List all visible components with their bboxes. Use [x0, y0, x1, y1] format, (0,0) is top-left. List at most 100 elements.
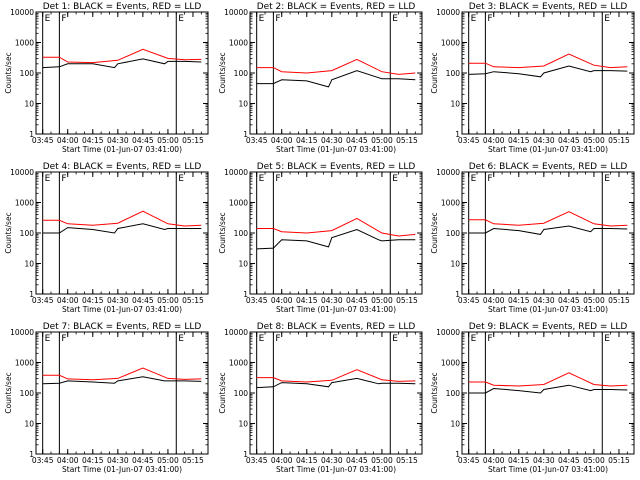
- x-tick-label: 05:00: [371, 456, 393, 465]
- y-tick-label: 10000: [436, 328, 460, 337]
- time-marker-label: E: [259, 14, 265, 24]
- x-tick-label: 04:15: [82, 296, 104, 305]
- y-axis-label: Counts/sec: [4, 52, 13, 93]
- y-axis-label: Counts/sec: [218, 372, 227, 413]
- x-tick-label: 04:30: [107, 296, 129, 305]
- x-tick-label: 04:15: [508, 296, 530, 305]
- y-tick-label: 10: [450, 100, 460, 109]
- x-tick-label: 04:45: [558, 456, 580, 465]
- x-tick-label: 05:15: [608, 296, 630, 305]
- x-tick-label: 05:15: [396, 136, 418, 145]
- x-tick-label: 04:30: [533, 456, 555, 465]
- x-tick-label: 05:00: [157, 296, 179, 305]
- time-marker-label: E: [45, 174, 51, 184]
- series-line-lld: [42, 48, 202, 64]
- time-marker-label: E: [392, 334, 398, 344]
- x-tick-label: 04:45: [558, 136, 580, 145]
- series-line-events: [256, 377, 416, 389]
- x-tick-label: 03:45: [246, 296, 268, 305]
- x-tick-label: 05:15: [182, 456, 204, 465]
- x-tick-label: 05:00: [583, 456, 605, 465]
- y-tick-label: 100: [446, 229, 461, 238]
- chart-panel-det-6: Det 6: BLACK = Events, RED = LLD 1 10 100 10…: [430, 162, 635, 314]
- x-tick-label: 04:00: [271, 456, 293, 465]
- x-tick-label: 05:00: [157, 456, 179, 465]
- x-tick-label: 04:15: [296, 296, 318, 305]
- x-tick-label: 05:15: [396, 296, 418, 305]
- y-tick-label: 10000: [224, 328, 248, 337]
- y-tick-label: 1000: [229, 39, 248, 48]
- x-tick-label: 05:00: [583, 296, 605, 305]
- x-axis-label: Start Time (01-Jun-07 03:41:00): [62, 145, 182, 154]
- time-marker-label: E: [604, 174, 610, 184]
- series-line-events: [256, 70, 416, 88]
- time-marker-label: E: [604, 334, 610, 344]
- x-tick-label: 03:45: [246, 136, 268, 145]
- x-tick-label: 05:15: [182, 296, 204, 305]
- x-axis-label: Start Time (01-Jun-07 03:41:00): [62, 305, 182, 314]
- x-tick-label: 03:45: [458, 456, 480, 465]
- y-tick-label: 10: [24, 420, 34, 429]
- time-marker-label: E: [45, 14, 51, 24]
- series-line-events: [42, 376, 202, 385]
- series-line-lld: [468, 53, 628, 69]
- y-tick-label: 1000: [15, 39, 34, 48]
- time-marker-label: E: [45, 334, 51, 344]
- x-tick-label: 03:45: [458, 296, 480, 305]
- x-tick-label: 04:00: [483, 136, 505, 145]
- panel-title: Det 4: BLACK = Events, RED = LLD: [43, 162, 202, 172]
- series-line-lld: [256, 369, 416, 383]
- chart-panel-det-1: Det 1: BLACK = Events, RED = LLD 1 10 100 10…: [4, 2, 209, 154]
- y-tick-label: 10: [238, 100, 248, 109]
- plot-frame: [461, 171, 635, 295]
- y-tick-label: 1: [243, 130, 248, 139]
- x-tick-label: 05:00: [371, 136, 393, 145]
- x-axis-label: Start Time (01-Jun-07 03:41:00): [488, 465, 608, 474]
- x-axis-label: Start Time (01-Jun-07 03:41:00): [62, 465, 182, 474]
- y-tick-label: 10: [24, 260, 34, 269]
- time-marker-label: F: [61, 174, 66, 184]
- time-marker-label: F: [487, 174, 492, 184]
- y-tick-label: 1: [455, 290, 460, 299]
- series-line-lld: [468, 211, 628, 227]
- x-tick-label: 04:15: [508, 456, 530, 465]
- y-axis-label: Counts/sec: [430, 52, 439, 93]
- y-tick-label: 100: [20, 229, 35, 238]
- x-tick-label: 04:30: [533, 136, 555, 145]
- plot-frame: [35, 171, 209, 295]
- panel-title: Det 8: BLACK = Events, RED = LLD: [257, 322, 416, 332]
- x-tick-label: 04:45: [346, 136, 368, 145]
- x-tick-label: 04:45: [346, 456, 368, 465]
- y-tick-label: 1: [243, 290, 248, 299]
- panel-title: Det 3: BLACK = Events, RED = LLD: [469, 2, 628, 12]
- x-tick-label: 03:45: [32, 136, 54, 145]
- x-tick-label: 04:00: [57, 456, 79, 465]
- x-tick-label: 04:00: [57, 296, 79, 305]
- series-line-lld: [468, 372, 628, 387]
- y-tick-label: 1000: [15, 359, 34, 368]
- x-tick-label: 04:30: [533, 296, 555, 305]
- y-tick-label: 10000: [436, 168, 460, 177]
- time-marker-label: E: [178, 174, 184, 184]
- x-tick-label: 04:00: [271, 136, 293, 145]
- x-tick-label: 04:30: [321, 296, 343, 305]
- x-tick-label: 04:15: [82, 136, 104, 145]
- series-line-events: [468, 65, 628, 78]
- x-tick-label: 04:00: [483, 456, 505, 465]
- x-tick-label: 05:15: [182, 136, 204, 145]
- y-tick-label: 10: [238, 420, 248, 429]
- y-tick-label: 1: [29, 450, 34, 459]
- y-axis-label: Counts/sec: [430, 372, 439, 413]
- panel-title: Det 5: BLACK = Events, RED = LLD: [257, 162, 416, 172]
- series-line-events: [468, 384, 628, 394]
- x-tick-label: 04:15: [296, 136, 318, 145]
- chart-panel-det-7: Det 7: BLACK = Events, RED = LLD 1 10 100 10…: [4, 322, 209, 474]
- chart-panel-det-4: Det 4: BLACK = Events, RED = LLD 1 10 100 10…: [4, 162, 209, 314]
- y-tick-label: 10000: [436, 8, 460, 17]
- time-marker-label: E: [471, 334, 477, 344]
- y-tick-label: 10: [24, 100, 34, 109]
- time-marker-label: E: [471, 174, 477, 184]
- panel-title: Det 2: BLACK = Events, RED = LLD: [257, 2, 416, 12]
- time-marker-label: E: [392, 14, 398, 24]
